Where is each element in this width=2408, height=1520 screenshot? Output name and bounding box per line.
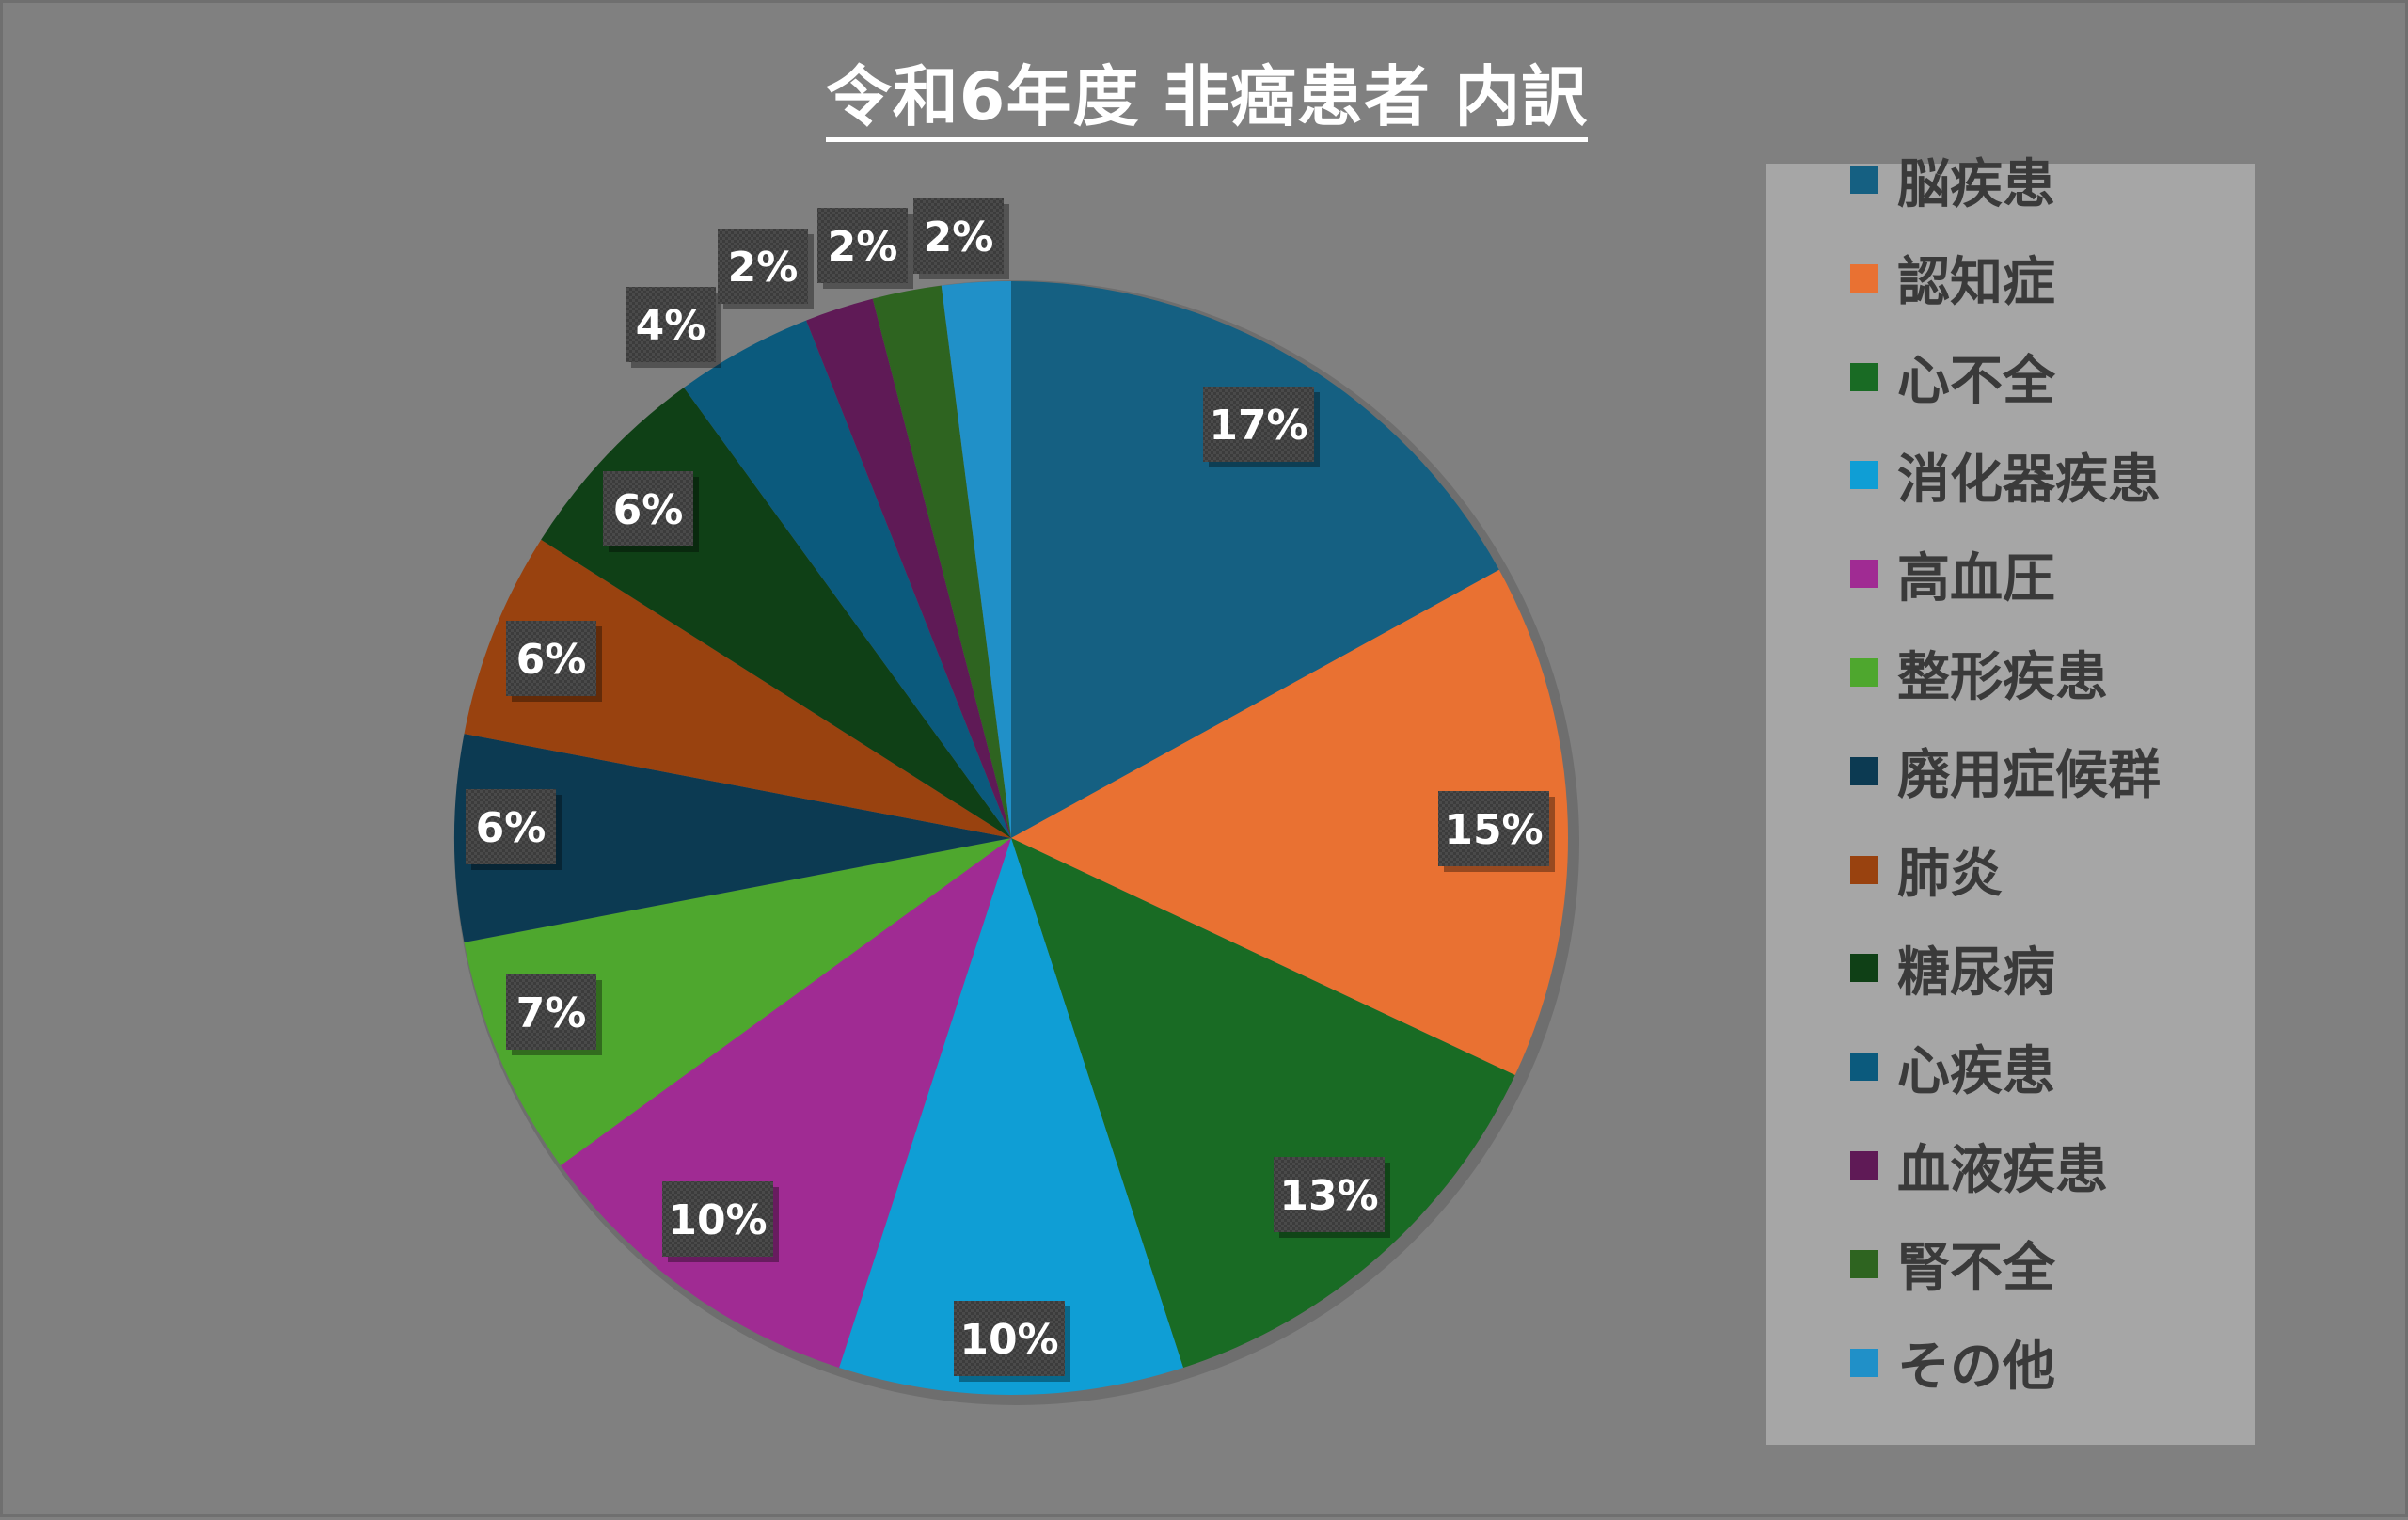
legend-label-12: 腎不全 (1897, 1238, 2055, 1300)
data-label-2: 15% (1438, 791, 1555, 872)
pie-slice-8 (464, 539, 1011, 838)
pie-slice-12 (872, 285, 1011, 838)
legend-swatch-6 (1850, 658, 1878, 687)
data-label-text-5: 10% (668, 1196, 767, 1244)
legend-swatch-12 (1850, 1249, 1878, 1278)
legend-item-3: 心不全 (1850, 340, 2055, 415)
data-label-text-6: 7% (516, 990, 587, 1037)
legend-label-5: 高血圧 (1897, 547, 2055, 610)
data-label-12: 2% (817, 208, 913, 289)
data-label-text-11: 2% (728, 244, 799, 292)
data-label-1: 17% (1203, 387, 1320, 467)
pie-slice-7 (454, 734, 1012, 942)
legend-swatch-1 (1850, 166, 1878, 194)
pie-slice-2 (1011, 569, 1568, 1076)
data-label-text-1: 17% (1209, 402, 1307, 450)
data-label-text-12: 2% (828, 223, 898, 271)
legend-label-1: 脳疾患 (1897, 153, 2055, 215)
legend-item-13: その他 (1850, 1325, 2055, 1401)
pie-slice-1 (1011, 281, 1499, 838)
data-label-text-9: 6% (613, 486, 684, 534)
data-label-text-4: 10% (959, 1316, 1058, 1364)
pie-slice-6 (464, 838, 1011, 1165)
data-label-text-2: 15% (1444, 806, 1543, 854)
legend-item-10: 心疾患 (1850, 1029, 2055, 1104)
legend-label-9: 糖尿病 (1897, 942, 2055, 1004)
legend-item-6: 整形疾患 (1850, 635, 2108, 710)
legend-item-12: 腎不全 (1850, 1227, 2055, 1302)
legend-item-9: 糖尿病 (1850, 930, 2055, 1005)
data-label-13: 2% (913, 198, 1009, 279)
data-label-text-7: 6% (476, 804, 547, 852)
legend-item-8: 肺炎 (1850, 832, 2003, 908)
data-label-text-10: 4% (636, 302, 706, 350)
legend-swatch-13 (1850, 1348, 1878, 1377)
legend-label-13: その他 (1897, 1337, 2055, 1399)
legend-item-11: 血液疾患 (1850, 1128, 2108, 1203)
data-label-3: 13% (1274, 1157, 1390, 1238)
legend-swatch-7 (1850, 756, 1878, 785)
pie-slice-10 (684, 320, 1011, 838)
legend-label-2: 認知症 (1897, 252, 2055, 314)
pie-chart: 17% 15% 13% 10% 10% 7% 6% 6% 6% 4% 2% 2% 2% (454, 198, 1579, 1405)
legend-item-7: 廃用症候群 (1850, 734, 2161, 809)
data-label-4: 10% (954, 1301, 1070, 1382)
pie-slice-11 (806, 298, 1011, 839)
legend-label-4: 消化器疾患 (1897, 449, 2161, 511)
data-label-text-8: 6% (516, 636, 587, 684)
legend-item-2: 認知症 (1850, 241, 2055, 316)
legend-label-10: 心疾患 (1897, 1040, 2055, 1102)
legend-swatch-10 (1850, 1053, 1878, 1082)
legend-item-5: 高血圧 (1850, 536, 2055, 611)
legend-swatch-5 (1850, 560, 1878, 589)
legend-item-4: 消化器疾患 (1850, 437, 2161, 513)
legend-label-6: 整形疾患 (1897, 646, 2108, 708)
chart-title: 令和6年度 非癌患者 内訳 (3, 44, 2408, 142)
pie-slices (454, 281, 1568, 1396)
data-label-7: 6% (466, 789, 562, 870)
pie-slice-13 (941, 281, 1011, 838)
data-label-6: 7% (506, 974, 602, 1055)
legend-swatch-11 (1850, 1151, 1878, 1180)
data-label-text-13: 2% (924, 214, 994, 261)
data-label-8: 6% (506, 621, 602, 702)
legend-label-8: 肺炎 (1897, 844, 2003, 906)
legend-item-1: 脳疾患 (1850, 142, 2055, 217)
legend-label-11: 血液疾患 (1897, 1139, 2108, 1201)
legend-swatch-9 (1850, 954, 1878, 983)
pie-data-labels: 17% 15% 13% 10% 10% 7% 6% 6% 6% 4% 2% 2% 2% (466, 198, 1555, 1382)
legend-swatch-2 (1850, 263, 1878, 293)
legend-label-7: 廃用症候群 (1897, 745, 2161, 807)
data-label-10: 4% (626, 287, 721, 368)
legend-swatch-3 (1850, 362, 1878, 391)
legend: 脳疾患認知症心不全消化器疾患高血圧整形疾患廃用症候群肺炎糖尿病心疾患血液疾患腎不… (1766, 154, 2255, 1445)
pie-slice-4 (839, 838, 1183, 1396)
legend-label-3: 心不全 (1897, 351, 2055, 413)
legend-swatch-8 (1850, 855, 1878, 884)
pie-slice-3 (1011, 838, 1515, 1369)
data-label-11: 2% (718, 229, 814, 309)
data-label-text-3: 13% (1279, 1172, 1378, 1220)
data-label-9: 6% (603, 471, 699, 552)
data-label-5: 10% (662, 1181, 779, 1262)
legend-swatch-4 (1850, 461, 1878, 490)
